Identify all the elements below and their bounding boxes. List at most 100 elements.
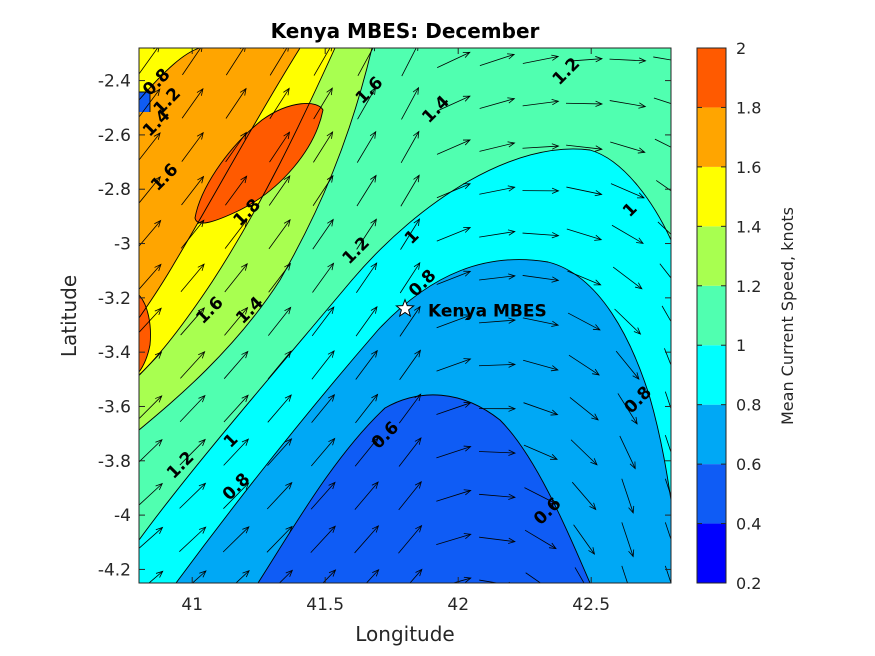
- site-label: Kenya MBES: [428, 302, 547, 322]
- vector-arrow: [479, 185, 516, 195]
- vector-arrow: [312, 262, 335, 293]
- vector-arrow: [664, 391, 671, 410]
- y-tick-label: -2.8: [98, 180, 131, 200]
- y-tick-label: -3.4: [98, 343, 131, 363]
- vector-arrow: [610, 141, 646, 154]
- contour-lines: [139, 48, 671, 583]
- vector-arrow: [522, 232, 560, 239]
- vector-arrow: [266, 481, 293, 510]
- vector-arrow: [222, 526, 250, 553]
- vector-arrow: [615, 350, 640, 380]
- vector-arrow: [399, 349, 421, 381]
- vector-arrow: [139, 132, 161, 161]
- vector-arrow: [436, 401, 472, 415]
- vector-arrow: [479, 536, 516, 544]
- vector-arrow: [139, 526, 164, 549]
- vector-arrow: [312, 174, 334, 206]
- colorbar-tick-label: 1.8: [736, 98, 761, 117]
- vector-arrow: [224, 306, 249, 336]
- colorbar-box: [696, 47, 727, 584]
- vector-arrow: [568, 354, 600, 376]
- vector-arrow: [313, 131, 334, 163]
- vector-arrow: [266, 525, 293, 553]
- vector-arrow: [269, 131, 291, 163]
- vector-arrow: [436, 270, 472, 285]
- colorbar-band: [697, 523, 726, 583]
- vector-arrow: [478, 449, 517, 456]
- x-tick-label: 41.5: [306, 595, 344, 615]
- vector-arrow: [179, 482, 207, 509]
- vector-arrow: [398, 393, 422, 424]
- vector-arrow: [609, 57, 647, 64]
- vector-arrow: [354, 525, 380, 554]
- vector-arrow: [311, 350, 335, 380]
- vector-arrow: [436, 227, 472, 242]
- vector-arrow: [664, 435, 671, 454]
- vector-arrow: [657, 221, 671, 235]
- vector-arrow: [479, 53, 516, 66]
- x-axis-label: Longitude: [355, 622, 454, 646]
- vector-arrow: [479, 579, 511, 583]
- vector-arrow: [355, 306, 378, 337]
- vector-arrow: [139, 482, 163, 506]
- colorbar-tick-label: 0.2: [736, 574, 761, 593]
- vector-arrow: [398, 524, 423, 554]
- vector-arrow: [525, 572, 542, 583]
- vector-arrow: [181, 88, 204, 119]
- vector-arrow: [571, 481, 597, 511]
- vector-arrow: [355, 393, 379, 424]
- vector-arrow: [400, 218, 421, 250]
- current-vectors: [139, 48, 671, 583]
- x-tick-label: 42.5: [572, 595, 610, 615]
- vector-arrow: [619, 435, 636, 470]
- colorbar-band: [697, 166, 726, 227]
- vector-arrow: [354, 481, 379, 510]
- colorbar-band: [697, 285, 726, 346]
- vector-arrow: [659, 263, 671, 279]
- vector-arrow: [225, 175, 248, 206]
- y-tick-label: -3.2: [98, 289, 131, 309]
- vector-arrow: [139, 351, 163, 377]
- y-tick-label: -4: [114, 506, 131, 526]
- colorbar-bands: [697, 48, 726, 583]
- vector-arrow: [621, 565, 628, 583]
- vector-arrow: [436, 183, 472, 199]
- vector-arrow: [356, 262, 378, 293]
- vector-arrow: [612, 266, 643, 290]
- x-tick-label: 42: [447, 595, 469, 615]
- vector-arrow: [268, 175, 291, 206]
- vector-arrow: [664, 348, 671, 367]
- vector-arrow: [310, 525, 336, 553]
- vector-arrow: [566, 56, 603, 63]
- vector-arrow: [617, 393, 638, 425]
- vector-arrow: [311, 306, 335, 337]
- band-1.8-2.0-core: [195, 103, 323, 224]
- vector-arrow: [139, 263, 162, 290]
- vector-arrow: [357, 87, 376, 120]
- vector-arrow: [357, 48, 376, 77]
- colorbar-band: [697, 48, 726, 108]
- vector-arrow: [365, 568, 380, 583]
- band-0.4-0.6: [258, 394, 590, 583]
- chart-title: Kenya MBES: December: [271, 19, 540, 43]
- vector-arrow: [664, 565, 671, 583]
- vector-arrow: [478, 361, 517, 368]
- vector-arrow: [401, 48, 419, 77]
- vector-arrow: [522, 275, 560, 283]
- vector-arrow: [356, 218, 377, 250]
- vector-arrow: [479, 317, 516, 324]
- vector-arrow: [312, 218, 334, 250]
- colorbar: 0.2 0.4 0.6 0.8 1 1.2 1.4 1.6 1.8 2 Mean Current …: [696, 39, 797, 593]
- y-tick-label: -3.8: [98, 452, 131, 472]
- vector-arrow: [522, 54, 560, 64]
- vector-arrow: [191, 570, 207, 583]
- vector-arrow: [267, 394, 292, 423]
- vector-arrow: [139, 175, 161, 204]
- vector-arrow: [356, 130, 377, 163]
- vector-arrow: [268, 218, 291, 250]
- vector-arrow: [524, 529, 557, 550]
- y-tick-label: -4.2: [98, 560, 131, 580]
- vector-arrow: [522, 143, 560, 150]
- vector-arrow: [566, 186, 603, 197]
- vector-arrow: [664, 478, 671, 498]
